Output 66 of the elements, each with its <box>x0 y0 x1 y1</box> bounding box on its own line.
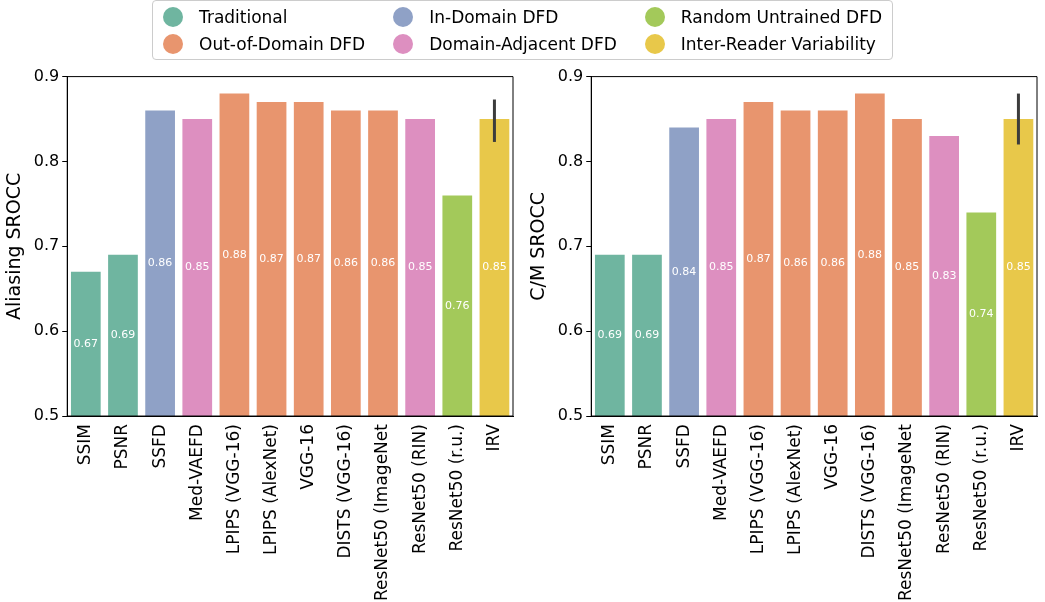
x-tick-label: ResNet50 (ImageNet <box>371 423 392 602</box>
data-label: 0.84 <box>671 264 697 278</box>
data-label: 0.85 <box>482 260 507 274</box>
y-tick-label: 0.6 <box>557 320 584 340</box>
x-tick-label: LPIPS (AlexNet) <box>259 424 280 555</box>
y-tick-label: 0.8 <box>33 150 60 170</box>
data-label: 0.76 <box>445 298 470 312</box>
y-tick-label: 0.7 <box>557 235 584 255</box>
data-label: 0.85 <box>1006 260 1031 274</box>
data-label: 0.69 <box>634 328 660 342</box>
x-tick-label: ResNet50 (r.u.) <box>969 424 990 552</box>
x-tick-label: LPIPS (VGG-16) <box>222 424 243 555</box>
y-axis-title: C/M SROCC <box>526 191 549 301</box>
data-label: 0.85 <box>894 260 920 274</box>
data-label: 0.85 <box>407 260 433 274</box>
y-tick-label: 0.9 <box>557 65 584 85</box>
x-tick-label: SSFD <box>672 424 693 469</box>
data-label: 0.87 <box>746 251 771 265</box>
x-tick-label: SSFD <box>148 424 169 469</box>
x-tick-label: IRV <box>482 423 503 452</box>
x-tick-label: PSNR <box>635 423 656 470</box>
data-label: 0.83 <box>931 268 957 282</box>
data-label: 0.88 <box>857 247 883 261</box>
data-label: 0.86 <box>370 256 396 270</box>
data-label: 0.86 <box>783 256 808 270</box>
y-tick-label: 0.5 <box>557 405 584 425</box>
x-tick-label: VGG-16 <box>297 424 318 490</box>
data-label: 0.69 <box>110 328 136 342</box>
x-tick-label: SSIM <box>598 424 619 466</box>
y-tick-label: 0.6 <box>33 320 60 340</box>
legend-label: Out-of-Domain DFD <box>199 33 366 54</box>
x-tick-label: DISTS (VGG-16) <box>334 424 355 559</box>
y-tick-label: 0.7 <box>33 235 60 255</box>
x-tick-label: SSIM <box>74 424 95 466</box>
x-tick-label: Med-VAEFD <box>185 424 206 521</box>
x-tick-label: LPIPS (AlexNet) <box>783 424 804 555</box>
y-tick-label: 0.9 <box>33 65 60 85</box>
data-label: 0.86 <box>333 256 359 270</box>
y-tick-label: 0.8 <box>557 150 584 170</box>
data-label: 0.74 <box>969 307 994 321</box>
data-label: 0.86 <box>147 256 173 270</box>
legend-label: Traditional <box>199 6 288 27</box>
x-tick-label: PSNR <box>111 423 132 470</box>
data-label: 0.67 <box>73 336 99 350</box>
x-tick-label: ResNet50 (r.u.) <box>445 424 466 552</box>
data-label: 0.85 <box>709 260 734 274</box>
legend-label: Inter-Reader Variability <box>680 33 876 54</box>
legend-label: Domain-Adjacent DFD <box>429 33 617 54</box>
y-axis-title: Aliasing SROCC <box>2 172 25 320</box>
x-tick-label: Med-VAEFD <box>709 424 730 521</box>
legend-label: In-Domain DFD <box>429 6 559 27</box>
data-label: 0.87 <box>296 251 321 265</box>
x-tick-label: VGG-16 <box>821 424 842 490</box>
data-label: 0.88 <box>222 247 247 261</box>
x-tick-label: LPIPS (VGG-16) <box>746 424 767 555</box>
x-tick-label: DISTS (VGG-16) <box>858 424 879 559</box>
y-tick-label: 0.5 <box>33 405 60 425</box>
x-tick-label: ResNet50 (ImageNet <box>895 423 916 602</box>
x-tick-label: IRV <box>1006 423 1027 452</box>
data-label: 0.86 <box>820 256 845 270</box>
x-tick-label: ResNet50 (RIN) <box>408 424 429 555</box>
data-label: 0.85 <box>185 260 210 274</box>
x-tick-label: ResNet50 (RIN) <box>932 424 953 555</box>
data-label: 0.69 <box>597 328 623 342</box>
legend-label: Random Untrained DFD <box>680 6 882 27</box>
data-label: 0.87 <box>259 251 284 265</box>
